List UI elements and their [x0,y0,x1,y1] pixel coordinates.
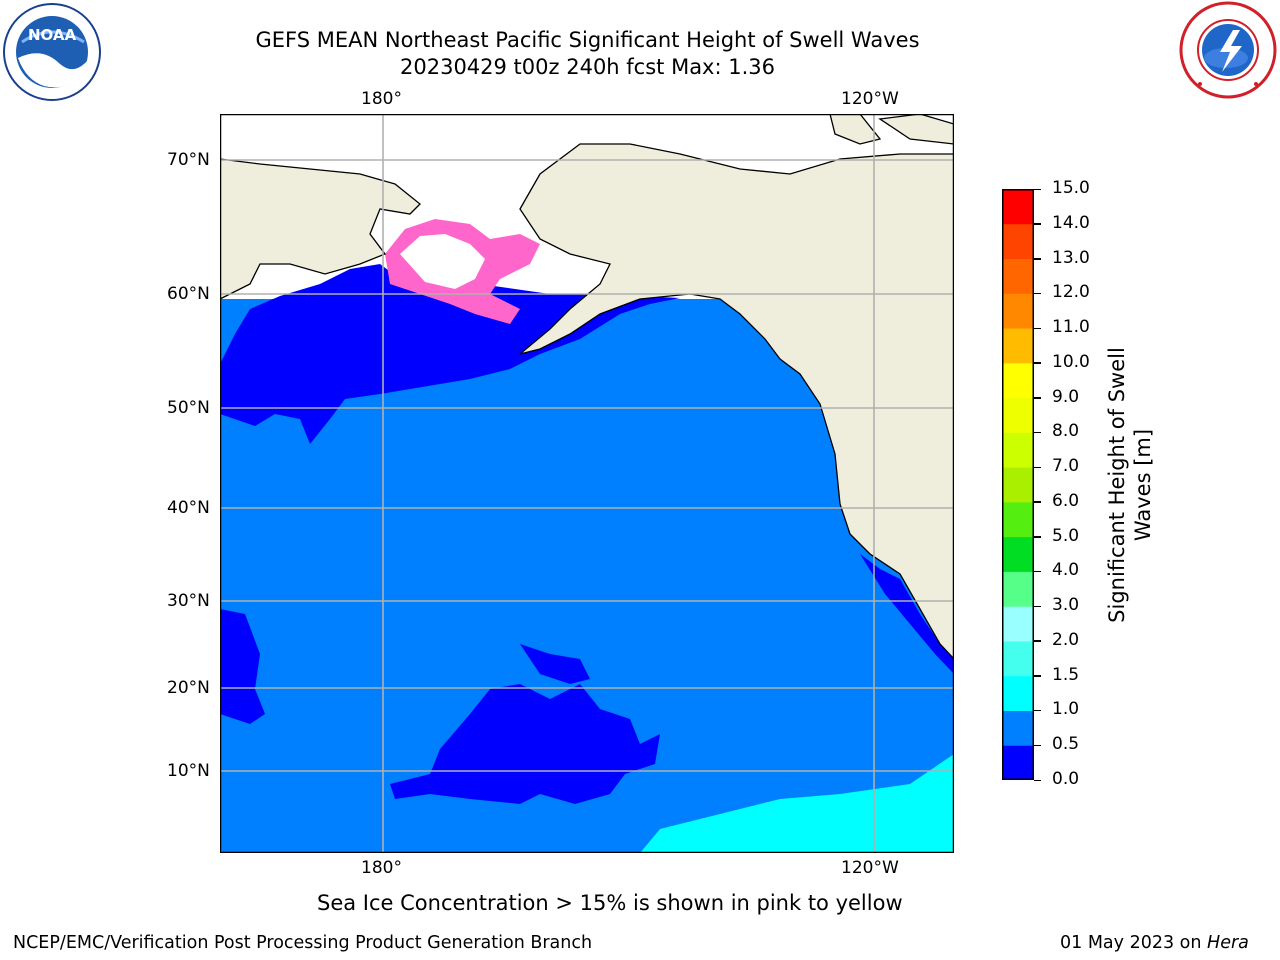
lat-label-10n: 10°N [167,761,210,781]
colorbar-segment [1002,536,1034,572]
map-frame [219,113,955,854]
colorbar-segment [1002,501,1034,538]
colorbar-segment [1002,397,1034,433]
colorbar-tick-label: 3.0 [1052,595,1080,616]
colorbar-segment [1002,606,1034,642]
colorbar-tick-mark [1034,709,1041,712]
colorbar-tick-mark [1034,188,1041,190]
colorbar-segment [1002,328,1034,364]
colorbar-tick-mark [1034,744,1041,747]
colorbar-tick-mark [1034,536,1041,538]
colorbar-tick-label: 4.0 [1052,560,1080,581]
colorbar-tick-mark [1034,397,1041,399]
colorbar-tick-label: 14.0 [1052,212,1090,233]
lon-label-top-180: 180° [361,89,402,109]
colorbar-tick-mark [1034,327,1041,330]
lat-label-50n: 50°N [167,398,210,418]
lat-label-30n: 30°N [167,591,210,611]
colorbar-tick-mark [1034,570,1041,573]
colorbar-segment [1002,675,1034,711]
lon-label-bottom-120w: 120°W [841,858,899,878]
low-swell-coast [860,554,954,674]
land-north-america [519,143,955,661]
noaa-logo-text: NOAA [28,26,77,44]
colorbar-tick-mark [1034,605,1041,608]
colorbar-tick-mark [1034,362,1041,364]
colorbar-segment [1002,258,1034,294]
colorbar-tick-mark [1034,431,1041,434]
nws-logo [1178,0,1278,100]
colorbar-tick-label: 8.0 [1052,421,1080,442]
colorbar-segment [1002,432,1034,468]
colorbar-tick-label: 6.0 [1052,490,1080,511]
colorbar-segment [1002,745,1034,781]
colorbar-tick-label: 11.0 [1052,317,1090,338]
colorbar-tick-mark [1034,292,1041,295]
lat-label-70n: 70°N [167,150,210,170]
noaa-logo: NOAA [2,2,102,102]
colorbar-tick-label: 2.0 [1052,629,1080,650]
footer-host: Hera [1207,933,1249,953]
colorbar-tick-label: 12.0 [1052,282,1090,303]
colorbar-tick-label: 1.5 [1052,664,1080,685]
lon-label-top-120w: 120°W [841,89,899,109]
colorbar [1002,189,1034,781]
lat-label-20n: 20°N [167,678,210,698]
colorbar-label-line1: Significant Height of Swell [1105,347,1129,623]
colorbar-segment [1002,293,1034,329]
colorbar-tick-mark [1034,640,1041,642]
colorbar-tick-label: 9.0 [1052,386,1080,407]
colorbar-tick-label: 10.0 [1052,351,1090,372]
footer-date: 01 May 2023 on [1060,933,1208,953]
chart-title-line1: GEFS MEAN Northeast Pacific Significant … [255,28,920,52]
colorbar-segment [1002,710,1034,746]
colorbar-segment [1002,640,1034,677]
colorbar-tick-label: 1.0 [1052,699,1080,720]
lon-label-bottom-180: 180° [361,858,402,878]
chart-title-line2: 20230429 t00z 240h fcst Max: 1.36 [400,55,775,79]
colorbar-segment [1002,223,1034,260]
footer-left: NCEP/EMC/Verification Post Processing Pr… [13,933,593,953]
colorbar-tick-label: 7.0 [1052,456,1080,477]
colorbar-segment [1002,571,1034,607]
colorbar-tick-label: 15.0 [1052,178,1090,198]
colorbar-tick-mark [1034,466,1041,469]
low-swell-north [220,264,680,444]
low-swell-hawaii [520,644,590,684]
colorbar-tick-label: 0.5 [1052,734,1080,755]
colorbar-tick-mark [1034,501,1041,503]
colorbar-segment [1002,467,1034,503]
low-swell-central [390,684,660,804]
colorbar-tick-mark [1034,258,1041,260]
colorbar-tick-mark [1034,675,1041,677]
colorbar-tick-mark [1034,779,1041,781]
colorbar-segment [1002,189,1034,225]
colorbar-label-line2: Waves [m] [1131,428,1155,542]
colorbar-tick-label: 13.0 [1052,247,1090,268]
map-svg [219,113,955,854]
high-swell-south [640,754,954,853]
lat-label-40n: 40°N [167,498,210,518]
low-swell-west [220,609,265,724]
map-gridlines [220,114,954,853]
colorbar-segment [1002,362,1034,399]
land-siberia [219,158,421,301]
colorbar-tick-mark [1034,223,1041,225]
lat-label-60n: 60°N [167,284,210,304]
sea-ice-core [400,234,485,289]
sea-ice-note: Sea Ice Concentration > 15% is shown in … [317,891,903,915]
colorbar-svg [1002,189,1034,781]
colorbar-tick-label: 5.0 [1052,525,1080,546]
footer-right: 01 May 2023 on Hera [1060,933,1249,953]
colorbar-tick-label: 0.0 [1052,769,1080,789]
